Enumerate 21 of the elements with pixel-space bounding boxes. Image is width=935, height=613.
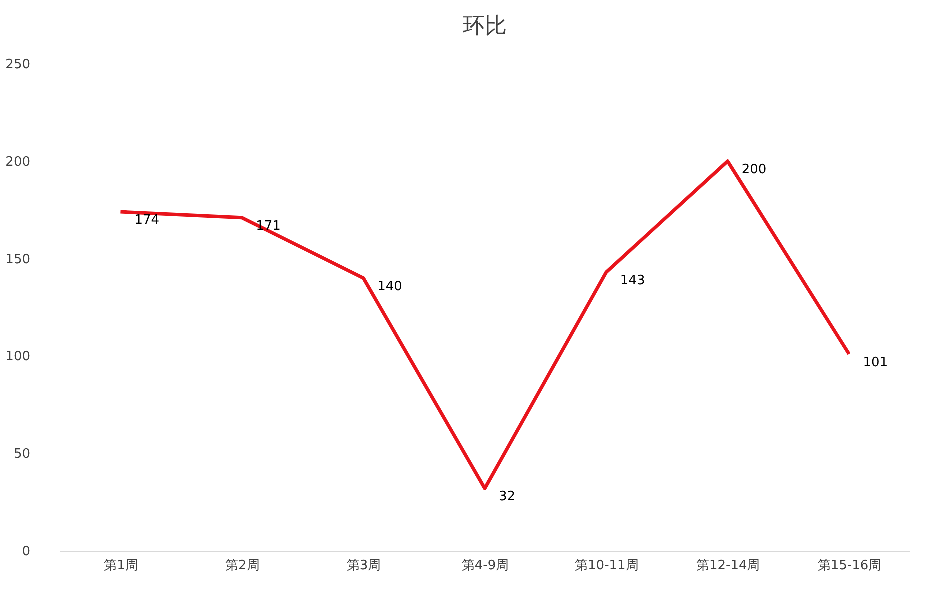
- x-tick-label: 第3周: [346, 558, 382, 574]
- x-tick-label: 第10-11周: [575, 558, 639, 574]
- data-label: 200: [742, 162, 767, 178]
- chart-title: 环比: [463, 14, 507, 39]
- x-tick-label: 第12-14周: [696, 558, 760, 574]
- data-label: 101: [863, 355, 888, 370]
- data-label: 32: [499, 490, 516, 505]
- y-tick-label: 0: [22, 544, 30, 560]
- x-tick-label: 第15-16周: [818, 558, 882, 574]
- y-tick-label: 200: [6, 154, 30, 170]
- x-tick-label: 第2周: [226, 558, 260, 574]
- y-tick-label: 50: [14, 447, 30, 462]
- line-series: [118, 160, 852, 490]
- x-tick-label: 第4-9周: [462, 558, 510, 574]
- x-tick-label: 第1周: [104, 558, 138, 574]
- data-label: 174: [134, 213, 160, 228]
- data-label: 143: [620, 273, 646, 288]
- y-tick-label: 100: [6, 350, 30, 365]
- y-tick-label: 250: [6, 58, 30, 72]
- y-tick-label: 150: [6, 252, 30, 268]
- data-label: 140: [378, 279, 402, 294]
